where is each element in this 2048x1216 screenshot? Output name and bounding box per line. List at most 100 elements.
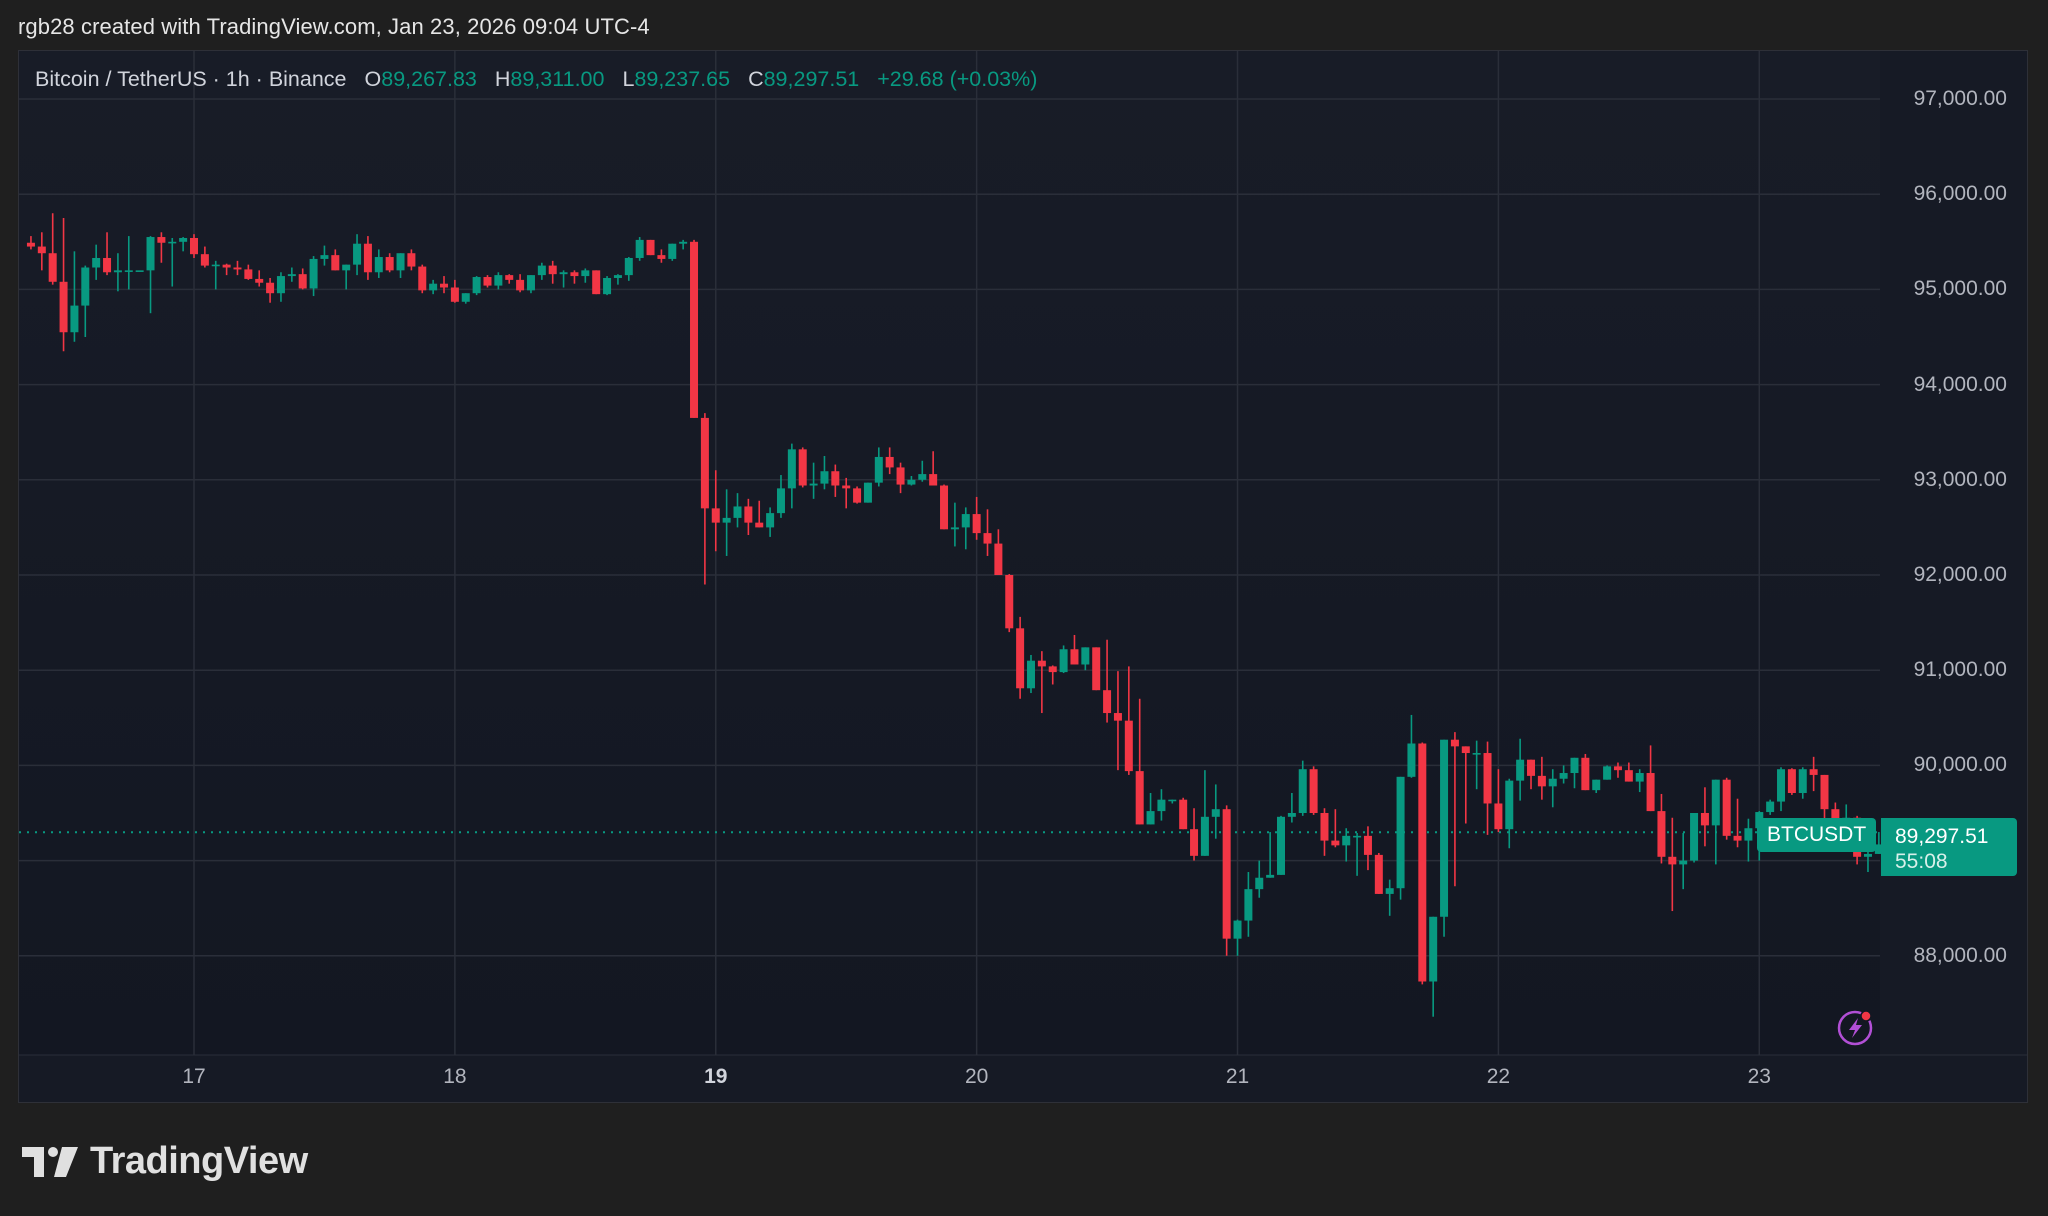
candle-body[interactable] — [613, 275, 622, 278]
candle-body[interactable] — [461, 293, 470, 302]
candle-body[interactable] — [396, 253, 405, 271]
candle-body[interactable] — [1190, 829, 1199, 856]
candle-body[interactable] — [1124, 720, 1133, 772]
candle-body[interactable] — [1363, 835, 1372, 855]
candle-body[interactable] — [1146, 811, 1155, 825]
candle-body[interactable] — [722, 517, 731, 523]
candle-body[interactable] — [896, 467, 905, 485]
candle-body[interactable] — [1277, 816, 1285, 875]
candle-body[interactable] — [918, 474, 927, 480]
candle-body[interactable] — [1494, 803, 1503, 830]
candle-body[interactable] — [1255, 877, 1264, 890]
candle-body[interactable] — [1559, 773, 1568, 779]
candle-body[interactable] — [961, 514, 970, 528]
candle-body[interactable] — [1635, 773, 1644, 782]
candle-body[interactable] — [113, 270, 122, 273]
candle-body[interactable] — [831, 471, 840, 486]
candle-body[interactable] — [1113, 713, 1122, 721]
candle-body[interactable] — [1026, 660, 1035, 689]
candle-body[interactable] — [1005, 575, 1014, 629]
candle-body[interactable] — [1537, 775, 1546, 787]
candle-body[interactable] — [548, 265, 557, 275]
candle-body[interactable] — [233, 267, 242, 270]
candle-body[interactable] — [1603, 766, 1612, 780]
candle-body[interactable] — [907, 479, 916, 485]
plot-area[interactable] — [19, 51, 1880, 1055]
candle-body[interactable] — [559, 272, 568, 275]
candle-body[interactable] — [1037, 660, 1046, 667]
candle-body[interactable] — [1450, 739, 1459, 747]
candle-body[interactable] — [972, 514, 981, 534]
candle-body[interactable] — [733, 506, 742, 518]
candle-body[interactable] — [179, 237, 188, 242]
candle-body[interactable] — [603, 277, 612, 295]
candle-body[interactable] — [385, 257, 394, 271]
candle-body[interactable] — [1081, 647, 1090, 665]
candle-body[interactable] — [820, 471, 829, 484]
candle-body[interactable] — [1798, 769, 1807, 794]
candle-body[interactable] — [516, 279, 525, 291]
candle-body[interactable] — [1505, 780, 1514, 830]
candle-body[interactable] — [1342, 835, 1351, 846]
candle-body[interactable] — [950, 527, 959, 530]
candle-body[interactable] — [1733, 835, 1742, 841]
candle-body[interactable] — [1418, 743, 1427, 982]
candle-body[interactable] — [70, 305, 79, 333]
candle-body[interactable] — [874, 456, 883, 483]
candle-body[interactable] — [1527, 759, 1536, 776]
candle-body[interactable] — [1135, 771, 1144, 825]
candle-body[interactable] — [1874, 844, 1883, 854]
candle-body[interactable] — [863, 482, 872, 503]
candle-body[interactable] — [429, 283, 438, 291]
candle-body[interactable] — [581, 270, 590, 277]
candle-body[interactable] — [1461, 746, 1470, 754]
candle-body[interactable] — [37, 246, 46, 254]
candle-body[interactable] — [537, 265, 546, 276]
candle-body[interactable] — [1168, 799, 1177, 802]
candle-body[interactable] — [1657, 811, 1666, 857]
candle-body[interactable] — [1863, 853, 1872, 857]
candle-body[interactable] — [624, 257, 633, 276]
candle-body[interactable] — [374, 257, 383, 273]
candle-body[interactable] — [472, 277, 481, 294]
candle-body[interactable] — [255, 278, 264, 283]
candle-body[interactable] — [700, 417, 709, 509]
candle-body[interactable] — [1831, 809, 1840, 826]
candle-body[interactable] — [1059, 649, 1068, 673]
candle-body[interactable] — [1222, 809, 1231, 939]
candle-body[interactable] — [994, 543, 1003, 575]
candle-body[interactable] — [1103, 690, 1112, 714]
candle-body[interactable] — [146, 237, 155, 271]
candle-body[interactable] — [1070, 649, 1079, 665]
candle-body[interactable] — [1331, 840, 1340, 846]
candle-body[interactable] — [1320, 813, 1329, 841]
candle-body[interactable] — [1483, 753, 1492, 804]
candle-body[interactable] — [798, 449, 807, 486]
candle-body[interactable] — [787, 449, 796, 489]
candle-body[interactable] — [776, 488, 785, 514]
candle-body[interactable] — [1157, 799, 1166, 812]
candle-body[interactable] — [711, 508, 720, 523]
candle-body[interactable] — [1592, 779, 1601, 791]
candle-body[interactable] — [1668, 856, 1677, 865]
candle-body[interactable] — [1472, 753, 1481, 755]
candle-body[interactable] — [1396, 776, 1405, 889]
candle-body[interactable] — [1581, 757, 1590, 791]
candle-body[interactable] — [1777, 769, 1786, 802]
candle-body[interactable] — [1809, 769, 1818, 775]
candle-body[interactable] — [1722, 779, 1731, 836]
candle-body[interactable] — [190, 237, 198, 255]
candle-body[interactable] — [1385, 888, 1394, 894]
candle-body[interactable] — [1690, 813, 1699, 861]
candle-body[interactable] — [885, 456, 894, 468]
candle-body[interactable] — [1374, 854, 1383, 894]
candle-body[interactable] — [92, 257, 101, 268]
candle-body[interactable] — [668, 243, 677, 259]
candle-body[interactable] — [244, 269, 253, 279]
candle-body[interactable] — [1016, 628, 1025, 689]
candle-body[interactable] — [298, 274, 307, 289]
candle-body[interactable] — [646, 239, 655, 256]
candle-body[interactable] — [1407, 743, 1416, 777]
flash-alert-icon[interactable] — [1836, 1009, 1874, 1047]
candle-body[interactable] — [135, 270, 144, 272]
